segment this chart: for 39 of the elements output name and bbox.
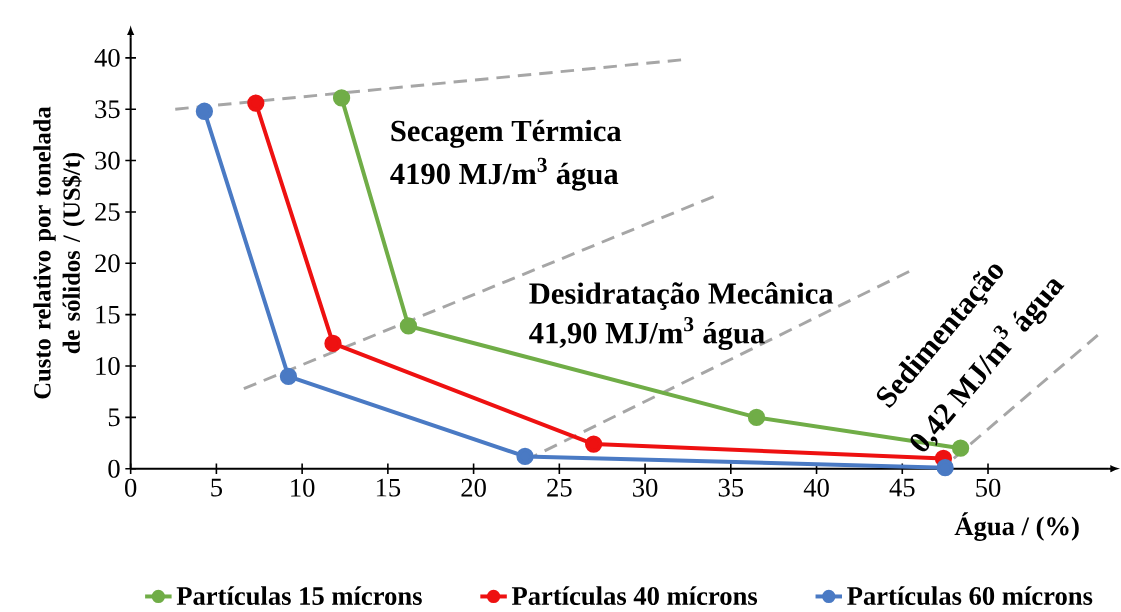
x-tick-label: 50 <box>976 478 1001 497</box>
point <box>584 435 603 453</box>
y-axis-title: Custo relativo por tonelada de sólidos / (US$/t) <box>33 106 85 399</box>
y-tick-label: 25 <box>95 203 120 221</box>
x-tick-label: 5 <box>211 478 223 497</box>
x-tick-label: 0 <box>125 478 137 497</box>
annotation: 41,90 MJ/m$^{3}$ água <box>529 316 765 350</box>
x-tick-label: 40 <box>803 478 829 497</box>
annotation: Desidratação Mecânica <box>529 282 834 310</box>
x-tick-label: 30 <box>633 478 658 497</box>
point <box>747 408 766 427</box>
legend-label: Partículas 40 mícrons <box>511 586 758 606</box>
x-tick-label: 15 <box>376 478 401 497</box>
y-tick-label: 15 <box>96 305 120 324</box>
point <box>399 317 418 335</box>
x-tick-label: 35 <box>718 478 744 497</box>
point <box>195 102 214 120</box>
y-tick-label: 10 <box>96 357 120 375</box>
y-tick-label: 0 <box>108 459 120 478</box>
annotation: 4190 MJ/m$^{3}$ água <box>390 157 619 191</box>
y-tick-label: 30 <box>95 151 120 170</box>
x-tick-label: 20 <box>461 478 486 497</box>
point <box>279 367 298 385</box>
y-tick-label: 35 <box>95 100 120 119</box>
annotation: Secagem Térmica <box>391 119 622 148</box>
point <box>936 459 954 477</box>
point <box>332 89 351 107</box>
point <box>516 447 534 466</box>
point <box>247 94 265 112</box>
y-tick-label: 20 <box>95 254 120 273</box>
y-tick-label: 5 <box>108 408 120 427</box>
point <box>324 334 342 353</box>
x-tick-label: 25 <box>547 478 572 497</box>
x-tick-label: 10 <box>291 478 315 497</box>
legend-label: Partículas 15 mícrons <box>176 586 422 606</box>
x-axis-title: Água / (%) <box>954 512 1079 541</box>
legend-label: Partículas 60 mícrons <box>847 586 1093 606</box>
x-tick-label: 45 <box>889 478 915 497</box>
y-tick-label: 40 <box>94 48 120 67</box>
